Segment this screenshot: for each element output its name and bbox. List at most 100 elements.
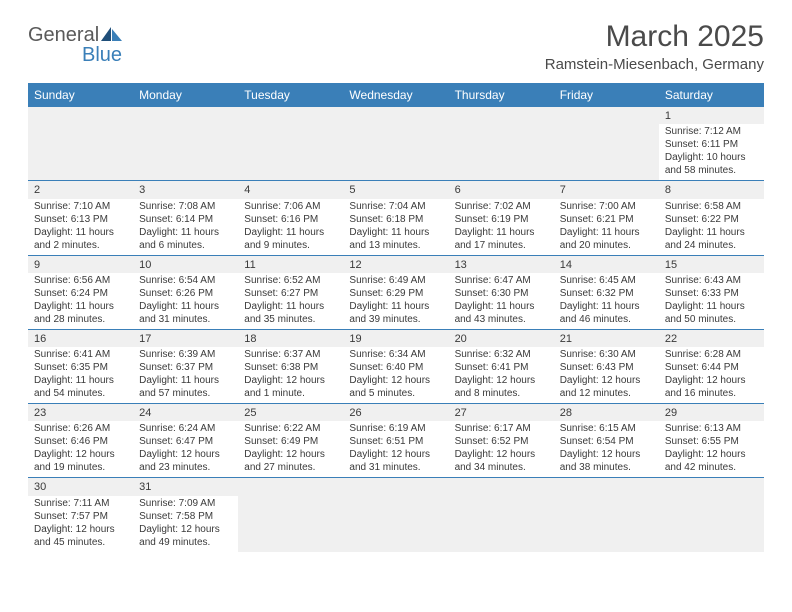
daylight-text: Daylight: 12 hours and 23 minutes. [139,448,232,474]
daylight-text: Daylight: 11 hours and 24 minutes. [665,226,758,252]
day-cell: 31Sunrise: 7:09 AMSunset: 7:58 PMDayligh… [133,478,238,551]
dayheader-saturday: Saturday [659,83,764,107]
day-body: Sunrise: 7:06 AMSunset: 6:16 PMDaylight:… [238,199,343,255]
sunrise-text: Sunrise: 7:00 AM [560,200,653,213]
day-body: Sunrise: 7:04 AMSunset: 6:18 PMDaylight:… [343,199,448,255]
day-number: 7 [554,181,659,198]
day-body: Sunrise: 7:11 AMSunset: 7:57 PMDaylight:… [28,496,133,552]
day-number: 31 [133,478,238,495]
sunset-text: Sunset: 6:52 PM [455,435,548,448]
day-cell: 4Sunrise: 7:06 AMSunset: 6:16 PMDaylight… [238,181,343,254]
day-cell: 30Sunrise: 7:11 AMSunset: 7:57 PMDayligh… [28,478,133,551]
sunrise-text: Sunrise: 6:30 AM [560,348,653,361]
day-body: Sunrise: 6:28 AMSunset: 6:44 PMDaylight:… [659,347,764,403]
day-cell: 13Sunrise: 6:47 AMSunset: 6:30 PMDayligh… [449,256,554,329]
dayheader-wednesday: Wednesday [343,83,448,107]
day-body: Sunrise: 6:32 AMSunset: 6:41 PMDaylight:… [449,347,554,403]
page-header: General March 2025 Ramstein-Miesenbach, … [28,20,764,73]
dayheader-monday: Monday [133,83,238,107]
day-body: Sunrise: 6:43 AMSunset: 6:33 PMDaylight:… [659,273,764,329]
day-body: Sunrise: 6:52 AMSunset: 6:27 PMDaylight:… [238,273,343,329]
daylight-text: Daylight: 11 hours and 13 minutes. [349,226,442,252]
day-cell: 17Sunrise: 6:39 AMSunset: 6:37 PMDayligh… [133,330,238,403]
day-body: Sunrise: 6:34 AMSunset: 6:40 PMDaylight:… [343,347,448,403]
day-body: Sunrise: 7:12 AMSunset: 6:11 PMDaylight:… [659,124,764,180]
daylight-text: Daylight: 12 hours and 5 minutes. [349,374,442,400]
day-number: 11 [238,256,343,273]
day-cell: 7Sunrise: 7:00 AMSunset: 6:21 PMDaylight… [554,181,659,254]
day-body: Sunrise: 7:02 AMSunset: 6:19 PMDaylight:… [449,199,554,255]
day-body: Sunrise: 6:47 AMSunset: 6:30 PMDaylight:… [449,273,554,329]
sunset-text: Sunset: 6:41 PM [455,361,548,374]
logo-text-b: Blue [82,44,122,66]
daylight-text: Daylight: 10 hours and 58 minutes. [665,151,758,177]
week-row: 1Sunrise: 7:12 AMSunset: 6:11 PMDaylight… [28,107,764,181]
daylight-text: Daylight: 12 hours and 8 minutes. [455,374,548,400]
day-cell: 29Sunrise: 6:13 AMSunset: 6:55 PMDayligh… [659,404,764,477]
day-number: 28 [554,404,659,421]
daylight-text: Daylight: 12 hours and 27 minutes. [244,448,337,474]
day-number: 15 [659,256,764,273]
day-number: 19 [343,330,448,347]
day-number: 3 [133,181,238,198]
sunset-text: Sunset: 7:57 PM [34,510,127,523]
sunset-text: Sunset: 6:44 PM [665,361,758,374]
sunset-text: Sunset: 6:11 PM [665,138,758,151]
sunrise-text: Sunrise: 6:13 AM [665,422,758,435]
day-cell: 21Sunrise: 6:30 AMSunset: 6:43 PMDayligh… [554,330,659,403]
day-number: 12 [343,256,448,273]
calendar-header-row: SundayMondayTuesdayWednesdayThursdayFrid… [28,83,764,107]
sunset-text: Sunset: 6:37 PM [139,361,232,374]
sunrise-text: Sunrise: 6:43 AM [665,274,758,287]
sunset-text: Sunset: 6:18 PM [349,213,442,226]
empty-cell [343,107,448,180]
empty-cell [554,478,659,551]
daylight-text: Daylight: 12 hours and 42 minutes. [665,448,758,474]
sunset-text: Sunset: 6:47 PM [139,435,232,448]
dayheader-friday: Friday [554,83,659,107]
sunrise-text: Sunrise: 6:15 AM [560,422,653,435]
sunrise-text: Sunrise: 6:24 AM [139,422,232,435]
day-number: 25 [238,404,343,421]
daylight-text: Daylight: 12 hours and 49 minutes. [139,523,232,549]
day-cell: 22Sunrise: 6:28 AMSunset: 6:44 PMDayligh… [659,330,764,403]
empty-cell [659,478,764,551]
day-cell: 5Sunrise: 7:04 AMSunset: 6:18 PMDaylight… [343,181,448,254]
day-number: 9 [28,256,133,273]
day-cell: 14Sunrise: 6:45 AMSunset: 6:32 PMDayligh… [554,256,659,329]
day-body: Sunrise: 7:00 AMSunset: 6:21 PMDaylight:… [554,199,659,255]
week-row: 30Sunrise: 7:11 AMSunset: 7:57 PMDayligh… [28,478,764,551]
sunrise-text: Sunrise: 7:12 AM [665,125,758,138]
day-number: 4 [238,181,343,198]
dayheader-sunday: Sunday [28,83,133,107]
daylight-text: Daylight: 11 hours and 57 minutes. [139,374,232,400]
day-number: 21 [554,330,659,347]
day-number: 8 [659,181,764,198]
sunset-text: Sunset: 6:26 PM [139,287,232,300]
calendar-page: General March 2025 Ramstein-Miesenbach, … [0,0,792,552]
day-number: 26 [343,404,448,421]
daylight-text: Daylight: 11 hours and 17 minutes. [455,226,548,252]
day-cell: 18Sunrise: 6:37 AMSunset: 6:38 PMDayligh… [238,330,343,403]
daylight-text: Daylight: 11 hours and 46 minutes. [560,300,653,326]
day-body: Sunrise: 6:15 AMSunset: 6:54 PMDaylight:… [554,421,659,477]
sunset-text: Sunset: 6:22 PM [665,213,758,226]
daylight-text: Daylight: 12 hours and 45 minutes. [34,523,127,549]
daylight-text: Daylight: 11 hours and 20 minutes. [560,226,653,252]
sunset-text: Sunset: 6:51 PM [349,435,442,448]
sunrise-text: Sunrise: 7:02 AM [455,200,548,213]
sunrise-text: Sunrise: 6:47 AM [455,274,548,287]
day-body: Sunrise: 6:26 AMSunset: 6:46 PMDaylight:… [28,421,133,477]
day-cell: 24Sunrise: 6:24 AMSunset: 6:47 PMDayligh… [133,404,238,477]
daylight-text: Daylight: 11 hours and 2 minutes. [34,226,127,252]
sunrise-text: Sunrise: 7:09 AM [139,497,232,510]
empty-cell [238,478,343,551]
day-body: Sunrise: 6:54 AMSunset: 6:26 PMDaylight:… [133,273,238,329]
day-body: Sunrise: 6:24 AMSunset: 6:47 PMDaylight:… [133,421,238,477]
sunrise-text: Sunrise: 6:54 AM [139,274,232,287]
day-cell: 3Sunrise: 7:08 AMSunset: 6:14 PMDaylight… [133,181,238,254]
daylight-text: Daylight: 11 hours and 9 minutes. [244,226,337,252]
sunrise-text: Sunrise: 6:52 AM [244,274,337,287]
day-cell: 10Sunrise: 6:54 AMSunset: 6:26 PMDayligh… [133,256,238,329]
sunrise-text: Sunrise: 6:22 AM [244,422,337,435]
